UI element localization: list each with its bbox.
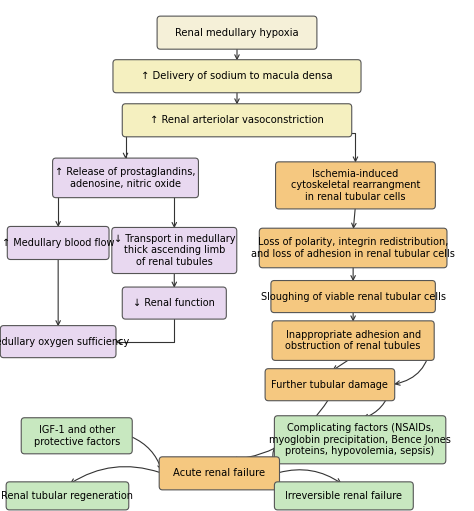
FancyBboxPatch shape [274, 482, 413, 510]
FancyBboxPatch shape [113, 60, 361, 93]
Text: ↓ Transport in medullary
thick ascending limb
of renal tubules: ↓ Transport in medullary thick ascending… [114, 234, 235, 267]
FancyBboxPatch shape [122, 287, 226, 319]
FancyBboxPatch shape [6, 482, 129, 510]
Text: Further tubular damage: Further tubular damage [272, 380, 388, 390]
Text: Loss of polarity, integrin redistribution,
and loss of adhesion in renal tubular: Loss of polarity, integrin redistributio… [251, 237, 455, 259]
Text: ↑ Medullary blood flow: ↑ Medullary blood flow [2, 238, 114, 248]
FancyBboxPatch shape [275, 162, 435, 209]
Text: Renal tubular regeneration: Renal tubular regeneration [1, 491, 134, 501]
FancyBboxPatch shape [21, 418, 132, 454]
FancyBboxPatch shape [7, 226, 109, 260]
Text: Acute renal failure: Acute renal failure [173, 469, 265, 478]
Text: IGF-1 and other
protective factors: IGF-1 and other protective factors [34, 425, 120, 447]
Text: Renal medullary hypoxia: Renal medullary hypoxia [175, 28, 299, 38]
FancyBboxPatch shape [122, 104, 352, 137]
Text: ↓ Renal function: ↓ Renal function [133, 298, 215, 308]
FancyBboxPatch shape [53, 158, 199, 198]
FancyBboxPatch shape [259, 228, 447, 268]
Text: Sloughing of viable renal tubular cells: Sloughing of viable renal tubular cells [261, 292, 446, 301]
FancyBboxPatch shape [271, 281, 435, 313]
FancyBboxPatch shape [265, 368, 395, 401]
Text: Medullary oxygen sufficiency: Medullary oxygen sufficiency [0, 337, 129, 346]
FancyBboxPatch shape [274, 416, 446, 464]
Text: Irreversible renal failure: Irreversible renal failure [285, 491, 402, 501]
Text: ↑ Renal arteriolar vasoconstriction: ↑ Renal arteriolar vasoconstriction [150, 115, 324, 125]
Text: ↑ Delivery of sodium to macula densa: ↑ Delivery of sodium to macula densa [141, 71, 333, 81]
FancyBboxPatch shape [157, 16, 317, 49]
FancyBboxPatch shape [0, 326, 116, 358]
Text: Inappropriate adhesion and
obstruction of renal tubules: Inappropriate adhesion and obstruction o… [285, 330, 421, 352]
FancyBboxPatch shape [159, 457, 280, 490]
Text: Ischemia-induced
cytoskeletal rearrangment
in renal tubular cells: Ischemia-induced cytoskeletal rearrangme… [291, 169, 420, 202]
FancyBboxPatch shape [272, 321, 434, 360]
Text: ↑ Release of prostaglandins,
adenosine, nitric oxide: ↑ Release of prostaglandins, adenosine, … [55, 167, 196, 189]
FancyBboxPatch shape [112, 227, 237, 273]
Text: Complicating factors (NSAIDs,
myoglobin precipitation, Bence Jones
proteins, hyp: Complicating factors (NSAIDs, myoglobin … [269, 423, 451, 456]
